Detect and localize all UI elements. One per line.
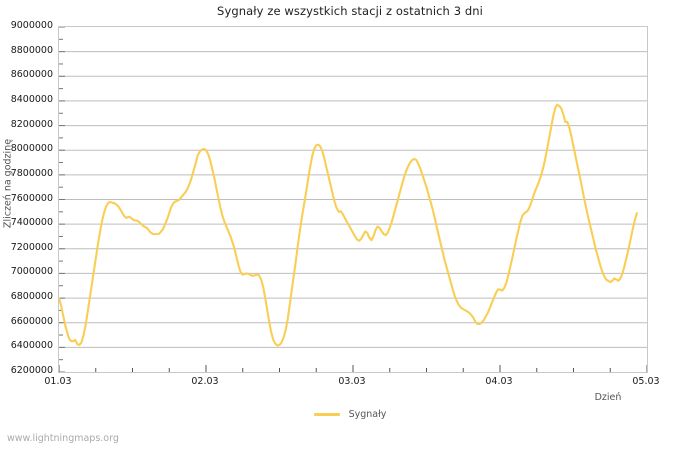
watermark-url: www.lightningmaps.org [7, 433, 119, 444]
y-axis-tick-label: 9000000 [10, 20, 53, 31]
x-axis-tick-label: 02.03 [191, 376, 219, 387]
y-axis-tick-label: 7400000 [10, 217, 53, 229]
y-axis-tick-label: 6600000 [10, 315, 53, 327]
y-axis-tick-label: 6400000 [10, 340, 53, 352]
x-axis-major-ticks [59, 365, 647, 372]
y-axis-tick-label: 8600000 [10, 69, 53, 81]
x-axis-tick-label: 03.03 [338, 376, 366, 387]
x-axis-tick-label: 05.03 [632, 376, 660, 387]
y-axis-tick-label: 8400000 [10, 93, 53, 105]
x-axis-title: Dzień [594, 392, 622, 403]
x-axis-tick-label: 01.03 [44, 376, 72, 387]
y-axis-tick-label: 6200000 [10, 365, 53, 376]
y-axis-tick-label: 7200000 [10, 241, 53, 253]
legend-color-swatch-sygnaly [313, 413, 340, 416]
y-axis-tick-label: 7800000 [10, 167, 53, 179]
y-axis-tick-label: 8800000 [10, 44, 53, 56]
y-axis-title: Zliczeń na godzinę [2, 138, 14, 229]
y-axis-tick-label: 8000000 [10, 143, 53, 155]
y-axis-tick-label: 8200000 [10, 118, 53, 130]
y-axis-major-ticks [59, 27, 65, 372]
y-axis-tick-label: 7600000 [10, 192, 53, 204]
data-series-line-sygnaly [59, 103, 638, 347]
x-axis-minor-ticks [95, 368, 611, 372]
plot-area [58, 26, 648, 373]
chart-legend: Sygnały [0, 409, 700, 420]
gridlines [59, 51, 647, 348]
chart-title: Sygnały ze wszystkich stacji z ostatnich… [217, 4, 483, 18]
legend-label-sygnaly: Sygnały [348, 409, 387, 420]
chart-plot-svg [59, 27, 647, 372]
y-axis-tick-label: 6800000 [10, 291, 53, 303]
x-axis-tick-label: 04.03 [485, 376, 513, 387]
y-axis-tick-label: 7000000 [10, 266, 53, 278]
